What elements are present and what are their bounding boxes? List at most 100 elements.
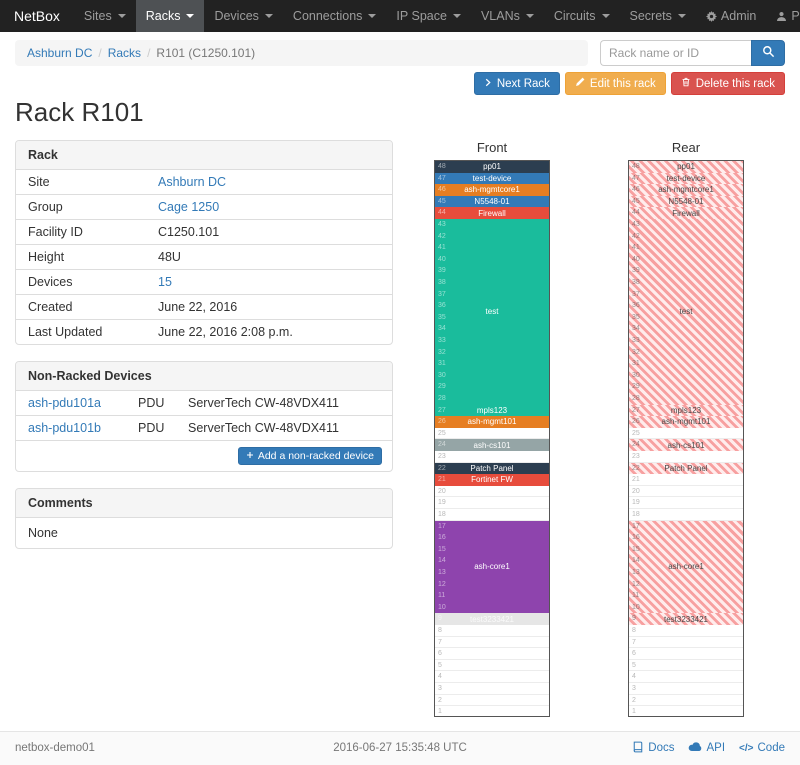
attr-row-group: Group Cage 1250 [16,194,392,219]
device-ash-mgmtcore1-rear[interactable]: ash-mgmtcore1 [629,184,743,196]
device-fortinet-fw-front[interactable]: Fortinet FW [435,474,549,486]
front-title: Front [476,140,508,155]
unit-number: 23 [438,453,446,460]
unit-number: 21 [632,476,640,484]
main-container: Ashburn DC / Racks / R101 (C1250.101) Next R… [0,32,800,717]
device-test-rear[interactable]: test [629,219,743,405]
device-label: pp01 [483,162,501,172]
caret-down-icon [117,14,126,18]
front-unit-20: 20 [435,486,549,498]
nav-item-vlans[interactable]: VLANs [471,0,544,32]
unit-number: 7 [438,638,442,646]
device-pp01-front[interactable]: pp01 [435,161,549,173]
device-firewall-front[interactable]: Firewall [435,207,549,219]
nav-item-label: Sites [83,9,112,23]
nav-item-sites[interactable]: Sites [74,0,136,32]
rack-actions: Next Rack Edit this rack Delete this rac… [15,72,785,95]
rack-panel-heading: Rack [16,141,392,170]
search-button[interactable] [751,40,785,66]
device-test-device-rear[interactable]: test-device [629,172,743,185]
attr-row-last-updated: Last Updated June 22, 2016 2:08 p.m. [16,319,392,344]
device-mpls123-rear[interactable]: mpls123 [629,404,743,417]
device-patch-panel-front[interactable]: Patch Panel [435,462,549,475]
next-rack-label: Next Rack [496,77,550,90]
device-n5548-01-front[interactable]: N5548-01 [435,195,549,208]
attr-value-link[interactable]: 15 [158,275,172,289]
device-role: PDU [138,421,165,435]
device-pp01-rear[interactable]: pp01 [629,161,743,173]
front-unit-5: 5 [435,660,549,672]
footer-link-label: Docs [648,742,675,755]
nav-item-label: Profile [791,9,800,23]
cloud-icon [688,741,702,755]
attr-label: Facility ID [28,225,83,239]
add-nonracked-device-button[interactable]: Add a non-racked device [237,447,382,465]
nav-item-racks[interactable]: Racks [135,0,205,32]
delete-rack-button[interactable]: Delete this rack [670,72,785,95]
breadcrumb-item-racks[interactable]: Racks [107,46,142,60]
nav-item-devices[interactable]: Devices [204,0,282,32]
device-type: ServerTech CW-48VDX411 [188,396,339,410]
device-ash-cs101-front[interactable]: ash-cs101 [435,439,549,451]
device-label: Patch Panel [664,463,708,473]
device-label: ash-cs101 [473,440,511,450]
delete-rack-label: Delete this rack [695,77,775,90]
attr-value-link[interactable]: Cage 1250 [158,200,220,214]
device-ash-mgmt101-rear[interactable]: ash-mgmt101 [629,416,743,428]
device-link[interactable]: ash-pdu101a [28,396,101,410]
device-test-front[interactable]: test [435,219,549,405]
nav-item-secrets[interactable]: Secrets [620,0,696,32]
device-ash-core1-rear[interactable]: ash-core1 [629,520,743,614]
attr-value: June 22, 2016 [158,300,238,314]
device-test-device-front[interactable]: test-device [435,172,549,185]
nav-item-connections[interactable]: Connections [283,0,387,32]
breadcrumb-item-ashburn-dc[interactable]: Ashburn DC [27,46,93,60]
comments-panel: Comments None [15,488,393,549]
device-patch-panel-rear[interactable]: Patch Panel [629,462,743,475]
device-ash-mgmtcore1-front[interactable]: ash-mgmtcore1 [435,184,549,196]
device-n5548-01-rear[interactable]: N5548-01 [629,195,743,208]
rear-title: Rear [671,140,701,155]
nav-item-profile[interactable]: Profile [766,0,800,32]
footer-link-docs[interactable]: Docs [632,741,674,756]
attr-row-devices: Devices 15 [16,269,392,294]
device-test3233421-front[interactable]: test3233421 [435,613,549,625]
rear-unit-4: 4 [629,671,743,683]
device-label: ash-core1 [474,562,510,572]
edit-rack-button[interactable]: Edit this rack [564,72,666,95]
attr-label: Devices [28,275,73,289]
unit-number: 4 [632,673,636,681]
unit-number: 3 [438,685,442,692]
nav-item-ip-space[interactable]: IP Space [386,0,471,32]
device-mpls123-front[interactable]: mpls123 [435,404,549,417]
attr-row-created: Created June 22, 2016 [16,294,392,319]
attr-value: 15 [158,275,172,289]
device-ash-core1-front[interactable]: ash-core1 [435,520,549,614]
navbar-right: AdminProfileLog out [696,0,800,32]
device-ash-mgmt101-front[interactable]: ash-mgmt101 [435,416,549,428]
device-label: Fortinet FW [471,475,513,485]
unit-number: 7 [632,638,636,646]
nav-item-label: Circuits [553,9,596,23]
nav-item-admin[interactable]: Admin [696,0,766,32]
unit-number: 18 [438,511,446,518]
nav-item-circuits[interactable]: Circuits [544,0,620,32]
footer-link-code[interactable]: </> Code [739,741,785,756]
next-rack-button[interactable]: Next Rack [473,72,560,95]
add-nonracked-device-label: Add a non-racked device [257,450,374,462]
front-unit-7: 7 [435,637,549,649]
device-ash-cs101-rear[interactable]: ash-cs101 [629,439,743,451]
nav-item-label: IP Space [396,9,447,23]
unit-number: 1 [438,708,442,716]
rear-unit-3: 3 [629,683,743,695]
breadcrumb: Ashburn DC / Racks / R101 (C1250.101) [15,40,588,66]
search-icon [762,45,775,61]
device-link[interactable]: ash-pdu101b [28,421,101,435]
footer-link-api[interactable]: API [688,741,725,756]
device-firewall-rear[interactable]: Firewall [629,207,743,219]
device-test3233421-rear[interactable]: test3233421 [629,613,743,625]
search-input[interactable] [600,40,751,66]
brand[interactable]: NetBox [14,8,60,24]
attr-label: Group [28,200,63,214]
attr-value-link[interactable]: Ashburn DC [158,175,227,189]
